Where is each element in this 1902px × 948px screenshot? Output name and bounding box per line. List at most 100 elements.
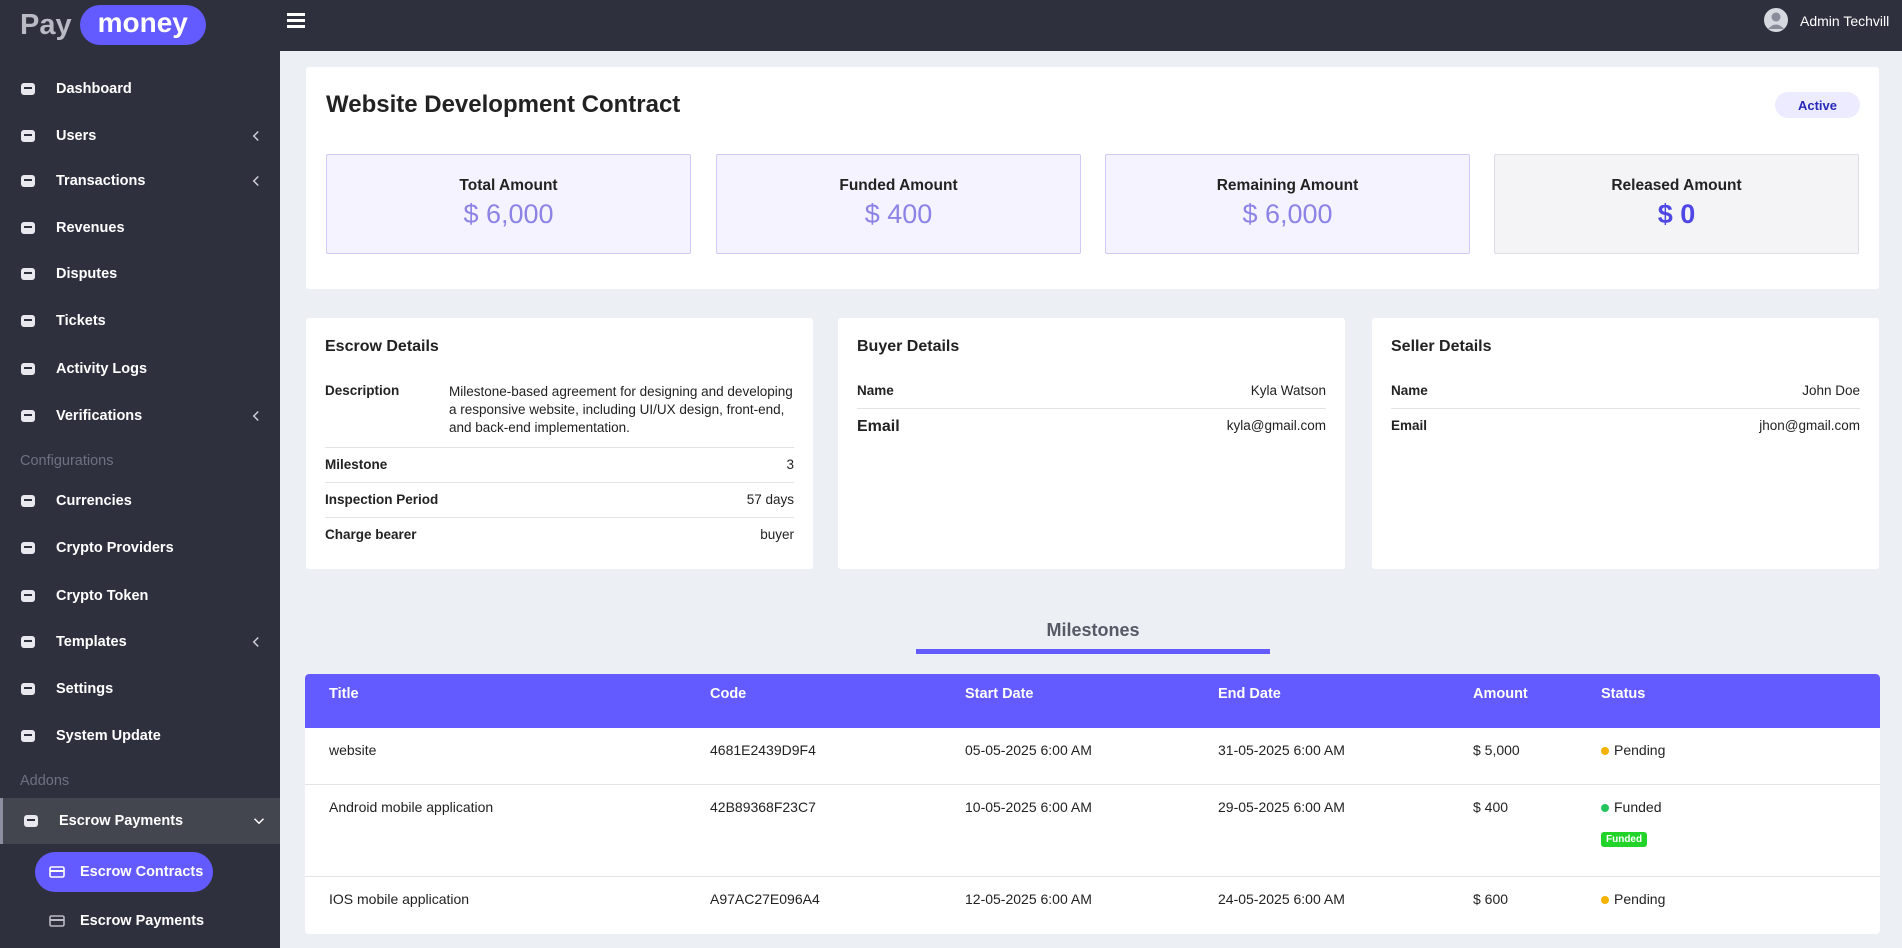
status-badge: Active xyxy=(1775,92,1860,118)
table-cell: Pending xyxy=(1601,891,1665,907)
nav-label: Tickets xyxy=(56,313,106,329)
nav-item[interactable]: Revenues xyxy=(0,205,280,251)
detail-row: Description Milestone-based agreement for… xyxy=(325,374,794,448)
detail-key: Inspection Period xyxy=(325,492,439,507)
nav-label: Disputes xyxy=(56,266,118,282)
detail-key: Name xyxy=(857,383,894,398)
table-cell: IOS mobile application xyxy=(329,891,470,907)
detail-row: Name John Doe xyxy=(1391,374,1860,409)
topbar: Admin Techvill xyxy=(280,0,1902,51)
nav-label: Verifications xyxy=(56,408,143,424)
table-cell: 42B89368F23C7 xyxy=(710,799,816,815)
icon xyxy=(21,590,35,602)
icon xyxy=(24,815,38,827)
detail-title: Escrow Details xyxy=(325,338,439,355)
icon xyxy=(252,175,259,187)
nav-item[interactable]: Escrow Payments xyxy=(0,798,280,844)
milestones-heading[interactable]: Milestones xyxy=(1046,620,1140,640)
logo-pay: Pay xyxy=(20,8,72,41)
stat-value: $ 6,000 xyxy=(463,199,554,229)
contract-title: Website Development Contract xyxy=(326,91,681,118)
user-name[interactable]: Admin Techvill xyxy=(1800,13,1890,29)
table-cell: Funded xyxy=(1601,799,1661,815)
nav-label: Dashboard xyxy=(56,81,132,97)
nav-item[interactable]: Tickets xyxy=(0,298,280,344)
status-dot xyxy=(1601,747,1609,755)
nav-item[interactable]: Users xyxy=(0,113,280,159)
detail-value: 3 xyxy=(786,457,794,472)
nav-label: Escrow Payments xyxy=(80,913,205,929)
detail-row: Email kyla@gmail.com xyxy=(857,409,1326,446)
column-header: End Date xyxy=(1218,686,1281,702)
nav-item[interactable]: Currencies xyxy=(0,478,280,524)
icon xyxy=(21,175,35,187)
nav-item[interactable]: Disputes xyxy=(0,251,280,297)
nav-item[interactable]: Crypto Providers xyxy=(0,525,280,571)
stat-label: Remaining Amount xyxy=(1216,177,1359,194)
nav-item[interactable]: Crypto Token xyxy=(0,573,280,619)
icon xyxy=(21,315,35,327)
status-text: Funded xyxy=(1614,799,1662,815)
status-dot xyxy=(1601,896,1609,904)
table-cell: $ 600 xyxy=(1473,891,1509,907)
detail-key: Email xyxy=(1391,418,1428,433)
nav-label: Users xyxy=(56,128,97,144)
stat-value: $ 400 xyxy=(864,199,933,229)
icon xyxy=(253,818,265,825)
nav-item[interactable]: Settings xyxy=(0,666,280,712)
nav-label: Templates xyxy=(56,634,127,650)
table-cell: 29-05-2025 6:00 AM xyxy=(1218,799,1345,815)
icon xyxy=(49,866,65,878)
nav-item[interactable]: Escrow Contracts xyxy=(0,849,280,895)
table-cell: 4681E2439D9F4 xyxy=(710,742,816,758)
column-header: Amount xyxy=(1473,686,1528,702)
table-cell: $ 5,000 xyxy=(1473,742,1520,758)
detail-key: Charge bearer xyxy=(325,527,417,542)
icon xyxy=(21,542,35,554)
nav-label: Crypto Token xyxy=(56,588,149,604)
detail-key: Description xyxy=(325,383,400,398)
status-dot xyxy=(1601,804,1609,812)
nav-item[interactable]: Activity Logs xyxy=(0,346,280,392)
nav-item[interactable]: Dashboard xyxy=(0,66,280,112)
stat-label: Released Amount xyxy=(1611,177,1742,194)
nav-label: Escrow Payments xyxy=(59,813,184,829)
detail-row: Inspection Period 57 days xyxy=(325,483,794,518)
detail-key: Name xyxy=(1391,383,1428,398)
icon xyxy=(21,410,35,422)
nav-label: System Update xyxy=(56,728,161,744)
menu-toggle[interactable] xyxy=(287,12,305,28)
table-cell: Android mobile application xyxy=(329,799,494,815)
detail-value: kyla@gmail.com xyxy=(1226,418,1326,433)
table-row: website 4681E2439D9F4 05-05-2025 6:00 AM 31… xyxy=(305,728,1880,785)
icon xyxy=(21,683,35,695)
stat-value: $ 0 xyxy=(1657,199,1696,229)
logo-money: money xyxy=(79,5,206,45)
status-text: Pending xyxy=(1614,742,1666,758)
sidebar: Pay money Dashboard Users Transactions Reve… xyxy=(0,0,280,948)
nav-item[interactable]: Verifications xyxy=(0,393,280,439)
icon xyxy=(21,83,35,95)
detail-row: Name Kyla Watson xyxy=(857,374,1326,409)
detail-value: buyer xyxy=(760,527,794,542)
detail-row: Email jhon@gmail.com xyxy=(1391,409,1860,443)
nav-heading: Configurations xyxy=(20,453,114,469)
user-avatar[interactable] xyxy=(1764,8,1788,32)
logo[interactable]: Pay money xyxy=(20,4,206,46)
column-header: Start Date xyxy=(965,686,1034,702)
detail-row: Charge bearer buyer xyxy=(325,518,794,552)
table-cell: 12-05-2025 6:00 AM xyxy=(965,891,1092,907)
funded-badge: Funded xyxy=(1601,832,1648,847)
nav-item[interactable]: Transactions xyxy=(0,158,280,204)
stat-label: Total Amount xyxy=(459,177,558,194)
nav-item[interactable]: Escrow Payments xyxy=(0,898,280,944)
nav-label: Settings xyxy=(56,681,114,697)
nav-item[interactable]: System Update xyxy=(0,713,280,759)
detail-value: John Doe xyxy=(1802,383,1860,398)
detail-title: Seller Details xyxy=(1391,338,1492,355)
table-row: Android mobile application 42B89368F23C7 1… xyxy=(305,785,1880,877)
column-header: Status xyxy=(1601,686,1646,702)
nav-item[interactable]: Templates xyxy=(0,619,280,665)
nav-label: Escrow Contracts xyxy=(80,864,204,880)
detail-value: Milestone-based agreement for designing … xyxy=(449,384,793,435)
